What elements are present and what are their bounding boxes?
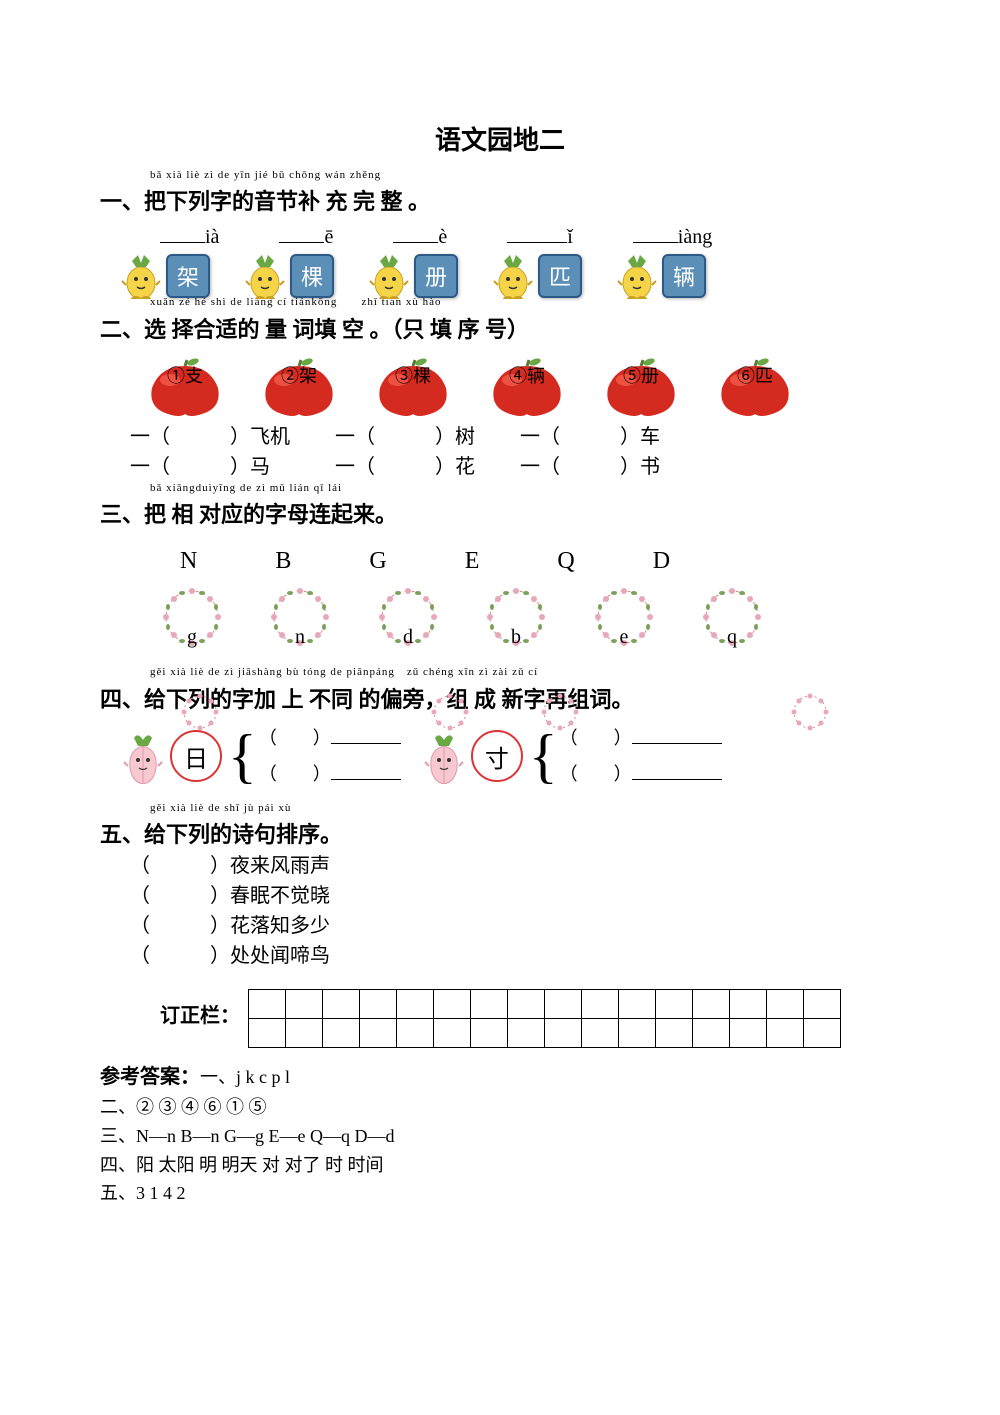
q5-lines: （ ）夜来风雨声 （ ）春眠不觉晓 （ ）花落知多少 （ ）处处闻啼鸟 xyxy=(130,851,900,971)
q3-heading: 三、把 相 对应的字母连起来。 xyxy=(100,500,900,531)
floret-icon xyxy=(790,692,832,734)
floret-icon xyxy=(430,692,472,734)
q4-answer-lines: （ ） （ ） xyxy=(259,720,401,792)
upper-letter: D xyxy=(653,548,670,575)
correction-section: 订正栏： xyxy=(160,989,900,1053)
q5-pinyin: gěi xià liè de shī jù pái xù xyxy=(150,802,900,814)
answer-line: 二、② ③ ④ ⑥ ① ⑤ xyxy=(100,1097,267,1117)
base-char: 日 xyxy=(170,730,222,782)
q4-groups: 日 { （ ） （ ） 寸 { （ ） （ ） xyxy=(120,720,900,792)
pineapple-icon xyxy=(120,253,162,299)
q1-pinyin: bǎ xià liè zì de yīn jié bǔ chōng wán zh… xyxy=(150,169,900,181)
q4-section: gěi xià liè de zì jiāshàng bù tóng de pi… xyxy=(100,663,900,792)
q1-blank-item: ǐ xyxy=(507,224,573,249)
wreath-item: g xyxy=(160,585,224,649)
floret-icon xyxy=(540,692,582,734)
q2-section: xuǎn zé hé shì de liàng cí tiánkōng zhǐ … xyxy=(100,293,900,482)
answer-line: 四、阳 太阳 明 明天 对 对了 时 时间 xyxy=(100,1155,384,1175)
q5-heading: 五、给下列的诗句排序。 xyxy=(100,820,900,851)
q1-char-item: 册 xyxy=(368,253,458,299)
q1-char-item: 辆 xyxy=(616,253,706,299)
lower-letter: g xyxy=(187,626,197,649)
answer-line: 三、N—n B—n G—g E—e Q—q D—d xyxy=(100,1126,395,1146)
peach-icon xyxy=(421,728,467,784)
peach-icon xyxy=(120,728,166,784)
q1-char-item: 棵 xyxy=(244,253,334,299)
base-char: 寸 xyxy=(471,730,523,782)
wreath-item: b xyxy=(484,585,548,649)
floret-icon xyxy=(180,692,222,734)
apple-option: ①支 xyxy=(140,358,230,418)
wreath-item: d xyxy=(376,585,440,649)
q1-char-item: 架 xyxy=(120,253,210,299)
lower-letter: e xyxy=(620,626,629,649)
brace-icon: { xyxy=(529,732,558,780)
pineapple-icon xyxy=(244,253,286,299)
lower-letter: q xyxy=(727,626,737,649)
upper-letter: Q xyxy=(557,548,574,575)
q1-blank-item: è xyxy=(393,224,447,249)
q5-line: （ ）春眠不觉晓 xyxy=(130,881,900,911)
answers-section: 参考答案：一、j k c p l 二、② ③ ④ ⑥ ① ⑤ 三、N—n B—n… xyxy=(100,1061,900,1208)
answers-label: 参考答案： xyxy=(100,1066,200,1088)
q1-blank-item: ià xyxy=(160,224,219,249)
brace-icon: { xyxy=(228,732,257,780)
apple-option: ②架 xyxy=(254,358,344,418)
apple-option: ③棵 xyxy=(368,358,458,418)
q3-pinyin: bǎ xiāngduìyīng de zì mǔ lián qǐ lái xyxy=(150,482,900,494)
q3-uppers: N B G E Q D xyxy=(180,548,900,575)
char-box: 架 xyxy=(166,254,210,298)
wreath-item: n xyxy=(268,585,332,649)
correction-label: 订正栏： xyxy=(160,999,240,1028)
q1-heading: 一、把下列字的音节补 充 完 整 。 xyxy=(100,187,900,218)
q5-section: gěi xià liè de shī jù pái xù 五、给下列的诗句排序。… xyxy=(100,802,900,971)
correction-grid xyxy=(248,989,841,1048)
q5-line: （ ）夜来风雨声 xyxy=(130,851,900,881)
upper-letter: E xyxy=(465,548,480,575)
q2-options-row: ①支 ②架 ③棵 ④辆 ⑤册 ⑥匹 xyxy=(140,358,900,418)
apple-option: ⑤册 xyxy=(596,358,686,418)
q5-line: （ ）花落知多少 xyxy=(130,911,900,941)
char-box: 匹 xyxy=(538,254,582,298)
lower-letter: n xyxy=(295,626,305,649)
char-box: 辆 xyxy=(662,254,706,298)
q1-char-item: 匹 xyxy=(492,253,582,299)
char-box: 棵 xyxy=(290,254,334,298)
pineapple-icon xyxy=(616,253,658,299)
q1-blank-item: ē xyxy=(279,224,333,249)
upper-letter: N xyxy=(180,548,197,575)
q3-lowers: g n d b e q xyxy=(160,585,900,649)
q1-section: bǎ xià liè zì de yīn jié bǔ chōng wán zh… xyxy=(100,169,900,299)
worksheet-page: 语文园地二 bǎ xià liè zì de yīn jié bǔ chōng … xyxy=(0,0,1000,1248)
q3-section: bǎ xiāngduìyīng de zì mǔ lián qǐ lái 三、把… xyxy=(100,482,900,650)
pineapple-icon xyxy=(492,253,534,299)
q2-heading: 二、选 择合适的 量 词填 空 。（只 填 序 号） xyxy=(100,315,900,346)
lower-letter: b xyxy=(511,626,521,649)
pineapple-icon xyxy=(368,253,410,299)
q4-answer-lines: （ ） （ ） xyxy=(560,720,722,792)
q1-blanks-row: ià ē è ǐ iàng xyxy=(160,224,900,249)
answer-line: 五、3 1 4 2 xyxy=(100,1183,186,1203)
upper-letter: B xyxy=(275,548,291,575)
q2-fill-lines: 一（ ）飞机 一（ ）树 一（ ）车 一（ ）马 一（ ）花 一（ ）书 xyxy=(130,422,900,482)
apple-option: ④辆 xyxy=(482,358,572,418)
lower-letter: d xyxy=(403,626,413,649)
char-box: 册 xyxy=(414,254,458,298)
q4-pinyin: gěi xià liè de zì jiāshàng bù tóng de pi… xyxy=(150,663,900,679)
upper-letter: G xyxy=(369,548,386,575)
wreath-item: e xyxy=(592,585,656,649)
q5-line: （ ）处处闻啼鸟 xyxy=(130,941,900,971)
apple-option: ⑥匹 xyxy=(710,358,800,418)
q1-blank-item: iàng xyxy=(633,224,712,249)
page-title: 语文园地二 xyxy=(100,120,900,157)
wreath-item: q xyxy=(700,585,764,649)
